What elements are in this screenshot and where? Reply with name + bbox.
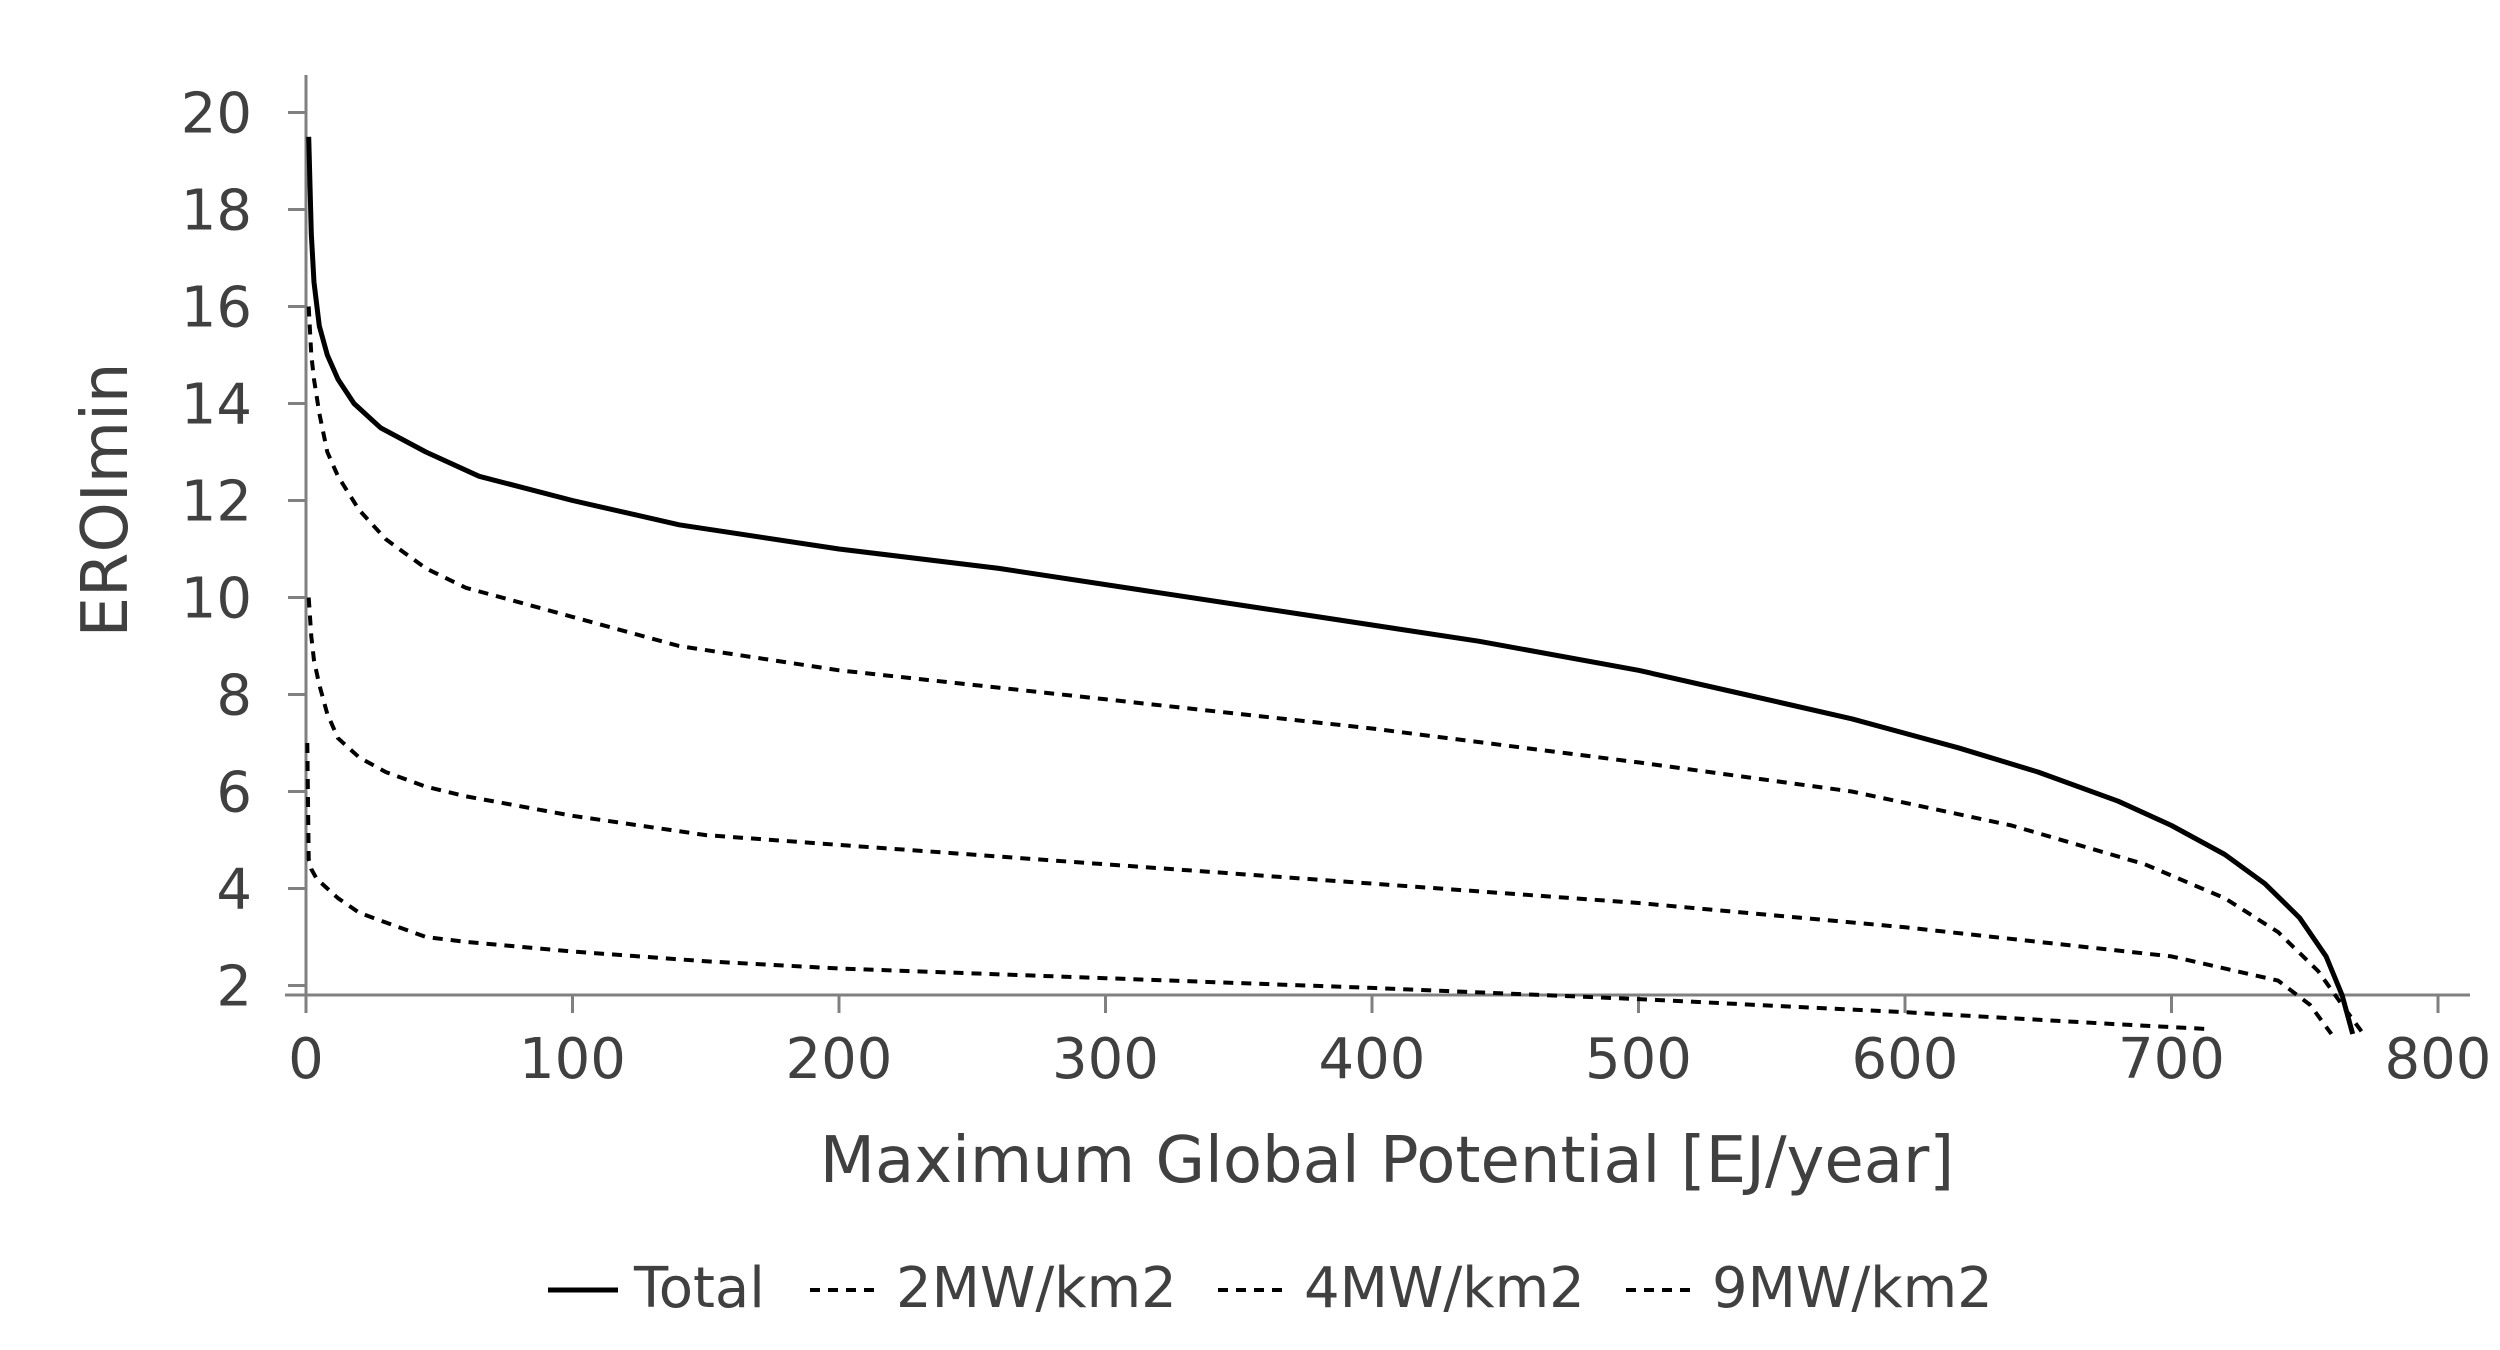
x-axis-title: Maximum Global Potential [EJ/year] [820,1124,1955,1198]
series-group [305,136,2366,1036]
x-tick-label: 600 [1852,1027,1959,1092]
y-axis-title: EROImin [69,363,143,638]
y-tick-label: 6 [216,761,252,826]
series-line-3 [306,597,2334,1036]
y-tick-label: 10 [181,567,252,632]
x-tick-label: 700 [2118,1027,2225,1092]
y-tick-label: 4 [216,858,252,923]
series-line-2 [306,306,2366,1036]
y-tick-label: 2 [216,955,252,1020]
y-tick-label: 16 [181,276,252,341]
x-tick-label: 300 [1052,1027,1159,1092]
x-tick-label: 100 [519,1027,626,1092]
legend: Total 2MW/km2 4MW/km2 9MW/km2 [548,1256,1993,1321]
y-tick-label: 14 [181,373,252,438]
legend-label-3: 4MW/km2 [1304,1256,1585,1321]
legend-label-4: 9MW/km2 [1712,1256,1993,1321]
x-tick-label: 500 [1585,1027,1692,1092]
y-tick-label: 20 [181,82,252,147]
y-tick-label: 12 [181,470,252,535]
legend-label-1: Total [633,1256,765,1321]
legend-label-2: 2MW/km2 [896,1256,1177,1321]
x-tick-label: 0 [288,1027,324,1092]
series-line-1 [306,136,2356,1035]
series-line-4 [305,742,2212,1032]
x-tick-label: 400 [1319,1027,1426,1092]
y-tick-label: 8 [216,664,252,729]
y-tick-label: 18 [181,179,252,244]
x-tick-label: 200 [786,1027,893,1092]
x-tick-label: 800 [2385,1027,2492,1092]
